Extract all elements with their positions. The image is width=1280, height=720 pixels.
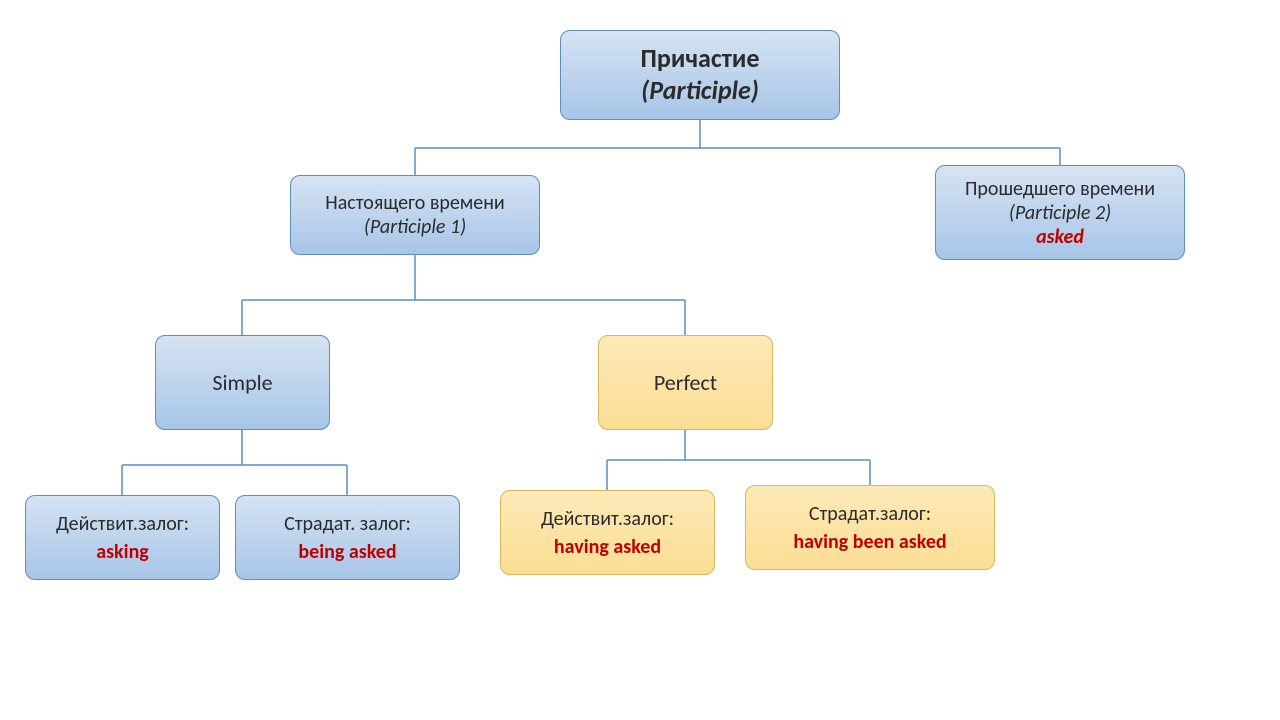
simple-label: Simple xyxy=(212,369,272,396)
participle2-example: asked xyxy=(1036,225,1084,249)
simple-passive-voice: Страдат. залог: xyxy=(284,512,411,536)
participle1-subtitle: (Participle 1) xyxy=(364,215,466,239)
simple-node: Simple xyxy=(155,335,330,430)
root-subtitle: (Participle) xyxy=(641,74,759,106)
perfect-label: Perfect xyxy=(654,369,717,396)
perfect-active-voice: Действит.залог: xyxy=(541,507,674,531)
root-node: Причастие (Participle) xyxy=(560,30,840,120)
simple-active-voice: Действит.залог: xyxy=(56,512,189,536)
perfect-passive-voice: Страдат.залог: xyxy=(809,502,931,526)
simple-active-example: asking xyxy=(96,540,149,564)
participle1-title: Настоящего времени xyxy=(325,191,504,215)
perfect-active-example: having asked xyxy=(554,535,661,559)
participle2-title: Прошедшего времени xyxy=(965,177,1155,201)
root-title: Причастие xyxy=(641,44,760,74)
perfect-node: Perfect xyxy=(598,335,773,430)
participle2-node: Прошедшего времени (Participle 2) asked xyxy=(935,165,1185,260)
participle1-node: Настоящего времени (Participle 1) xyxy=(290,175,540,255)
participle2-subtitle: (Participle 2) xyxy=(1009,201,1111,225)
simple-passive-example: being asked xyxy=(298,540,396,564)
simple-active-node: Действит.залог: asking xyxy=(25,495,220,580)
simple-passive-node: Страдат. залог: being asked xyxy=(235,495,460,580)
perfect-passive-node: Страдат.залог: having been asked xyxy=(745,485,995,570)
perfect-passive-example: having been asked xyxy=(793,530,946,554)
perfect-active-node: Действит.залог: having asked xyxy=(500,490,715,575)
